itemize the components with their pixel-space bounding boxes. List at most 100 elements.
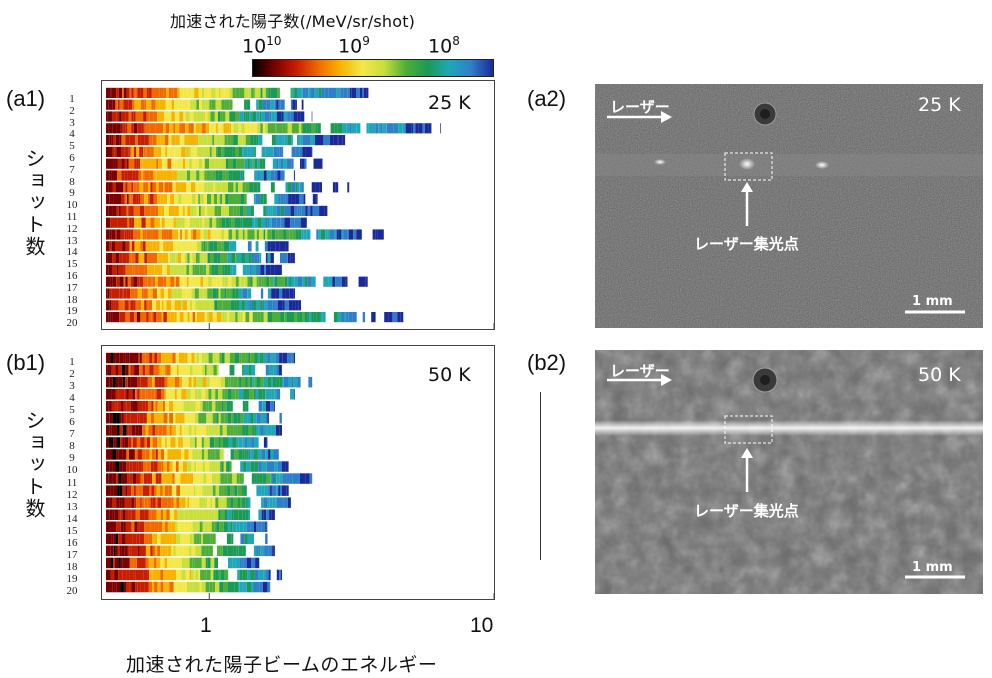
row-label-a1-13: 13	[66, 234, 78, 247]
image-a2-svg	[595, 84, 983, 328]
focus-box-a2	[724, 152, 773, 181]
heatmap-row-a1-13	[106, 229, 384, 240]
heatmap-row-a1-2	[106, 99, 304, 110]
heatmap-row-b1-14	[106, 509, 275, 520]
colorbar-tick-1e9: 109	[338, 34, 370, 58]
heatmap-row-a1-14	[106, 241, 289, 252]
row-label-b1-15: 15	[66, 524, 78, 537]
x-axis-label: 加速された陽子ビームのエネルギー	[126, 654, 438, 676]
focus-label-b2: レーザー集光点	[694, 502, 799, 520]
laser-label-b2: レーザー	[610, 362, 670, 380]
row-label-b1-5: 5	[69, 404, 75, 417]
focus-label-a2: レーザー集光点	[694, 235, 799, 253]
row-label-a1-3: 3	[69, 116, 75, 129]
heatmap-b1	[101, 345, 495, 600]
row-label-a1-9: 9	[69, 187, 75, 200]
scale-label-b2: 1 mm	[912, 560, 953, 575]
laser-beam-b2	[595, 420, 983, 436]
heatmap-row-b1-15	[106, 521, 268, 532]
row-label-b1-4: 4	[69, 392, 75, 405]
row-label-b1-19: 19	[66, 572, 78, 585]
row-label-a1-4: 4	[69, 128, 75, 141]
row-label-a1-19: 19	[66, 305, 78, 318]
laser-arrow-b2	[661, 374, 672, 386]
row-label-b1-17: 17	[66, 548, 78, 561]
heatmap-row-b1-19	[106, 569, 282, 581]
heatmap-row-b1-1	[106, 352, 295, 364]
heatmap-row-a1-4	[106, 123, 441, 134]
heatmap-row-b1-3	[106, 376, 313, 388]
row-label-b1-10: 10	[66, 464, 78, 477]
heatmap-row-a1-10	[106, 194, 318, 205]
row-label-b1-3: 3	[69, 380, 75, 393]
row-label-a1-1: 1	[69, 92, 75, 105]
heatmap-row-b1-11	[106, 473, 313, 484]
heatmap-row-a1-15	[106, 253, 295, 264]
colorbar-tick-1e8: 108	[428, 34, 460, 58]
heatmap-row-b1-13	[106, 497, 291, 508]
colorbar	[252, 59, 494, 77]
image-b2	[595, 350, 983, 594]
heatmap-row-b1-17	[106, 545, 275, 557]
heatmap-row-b1-9	[106, 449, 279, 460]
row-label-a1-6: 6	[69, 151, 75, 164]
row-label-a1-16: 16	[66, 269, 78, 282]
row-label-a1-10: 10	[66, 199, 78, 212]
panel-label-a2: (a2)	[527, 86, 567, 111]
heatmap-row-a1-5	[106, 135, 346, 146]
heatmap-row-a1-16	[106, 264, 282, 275]
row-label-b1-13: 13	[66, 500, 78, 513]
row-label-a1-12: 12	[66, 222, 78, 235]
row-label-b1-7: 7	[69, 428, 75, 441]
heatmap-row-b1-10	[106, 461, 289, 472]
row-label-a1-14: 14	[66, 246, 78, 259]
heatmap-row-b1-4	[106, 389, 295, 400]
heatmap-row-b1-16	[106, 533, 268, 545]
focus-glow-a2	[739, 158, 755, 170]
heatmap-row-a1-3	[106, 111, 313, 122]
heatmap-row-b1-18	[106, 557, 260, 569]
row-label-b1-11: 11	[66, 476, 78, 489]
row-label-a1-17: 17	[66, 281, 78, 294]
heatmap-b1-svg	[106, 352, 495, 599]
temperature-label-a2: 25 K	[918, 94, 961, 116]
x-tick-1: 1	[200, 614, 212, 637]
heatmap-row-b1-2	[106, 364, 282, 376]
y-axis-label-a1: ショット数	[22, 148, 46, 258]
heatmap-row-b1-6	[106, 413, 282, 424]
temperature-label-a1: 25 K	[428, 92, 471, 114]
heatmap-row-a1-17	[106, 276, 368, 287]
row-label-a1-20: 20	[66, 317, 78, 330]
focus-box-b2	[724, 415, 773, 444]
row-label-a1-5: 5	[69, 140, 75, 153]
row-label-b1-14: 14	[66, 512, 78, 525]
colorbar-title: 加速された陽子数(/MeV/sr/shot)	[170, 12, 416, 31]
scale-label-a2: 1 mm	[912, 294, 953, 309]
colorbar-tick-1e10: 1010	[242, 34, 282, 58]
row-label-a1-8: 8	[69, 175, 75, 188]
heatmap-row-b1-12	[106, 485, 289, 496]
row-label-b1-8: 8	[69, 440, 75, 453]
row-label-b1-9: 9	[69, 452, 75, 465]
x-tick-10: 10	[470, 614, 494, 637]
row-label-a1-2: 2	[69, 104, 75, 117]
heatmap-a1	[101, 80, 495, 330]
laser-arrow-a2	[661, 111, 672, 123]
row-label-b1-12: 12	[66, 488, 78, 501]
heatmap-row-a1-18	[106, 288, 295, 299]
row-labels-b1: 1 2 3 4 5 6 7 8 9 10 11 12 13 14 15 16 17 18 19 20	[62, 348, 102, 598]
panel-label-a1: (a1)	[6, 86, 46, 111]
laser-label-a2: レーザー	[610, 98, 670, 116]
heatmap-row-a1-9	[106, 182, 350, 193]
heatmap-row-a1-6	[106, 146, 313, 157]
temperature-label-b1: 50 K	[428, 364, 471, 386]
row-label-b1-2: 2	[69, 368, 75, 381]
panel-label-b2: (b2)	[527, 350, 567, 375]
separator-line	[540, 392, 541, 560]
row-label-a1-15: 15	[66, 258, 78, 271]
heatmap-row-a1-7	[106, 158, 323, 169]
y-axis-label-b1: ショット数	[22, 410, 46, 520]
heatmap-row-b1-5	[106, 401, 275, 412]
panel-label-b1: (b1)	[6, 350, 46, 375]
row-label-a1-11: 11	[66, 210, 78, 223]
